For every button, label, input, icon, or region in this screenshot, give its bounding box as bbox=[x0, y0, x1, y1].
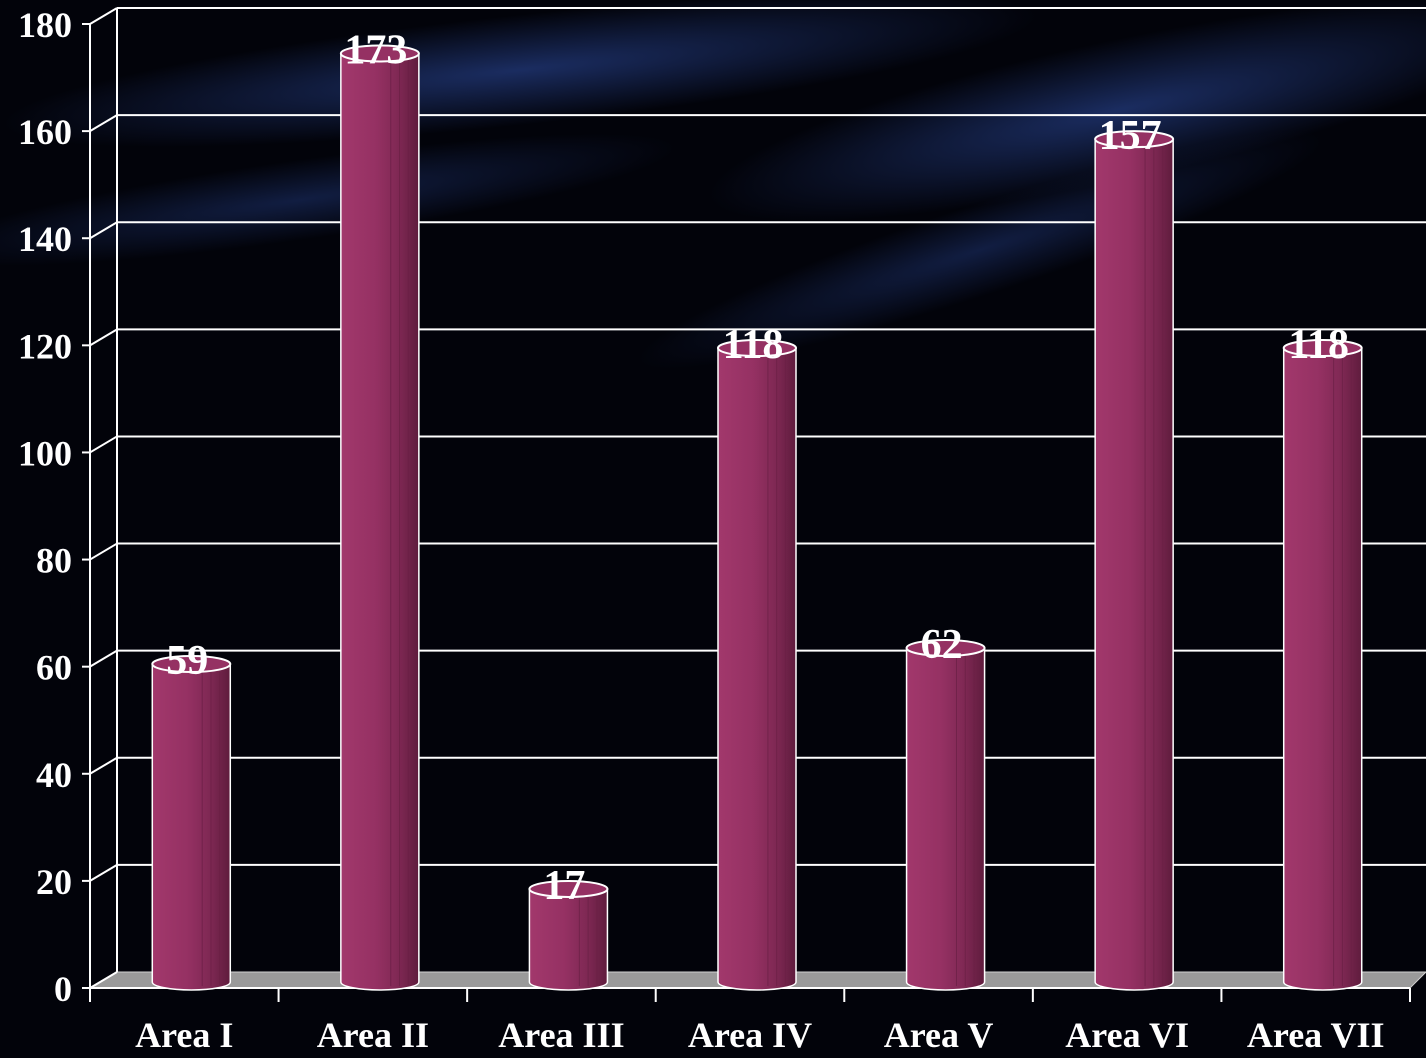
bar-top-cap bbox=[1094, 130, 1175, 149]
side-wall-line bbox=[89, 756, 118, 775]
bar-top-cap bbox=[151, 655, 232, 674]
data-label: 118 bbox=[723, 322, 784, 368]
y-tick-label: 100 bbox=[18, 433, 72, 473]
bar-body bbox=[340, 52, 420, 991]
side-wall-line bbox=[89, 542, 118, 561]
x-tick-label: Area VII bbox=[1247, 1015, 1385, 1053]
bar-top-cap bbox=[717, 339, 797, 358]
data-labels: 59 173 17 118 62 157 118 bbox=[166, 27, 1349, 908]
x-tick-label: Area III bbox=[498, 1015, 624, 1053]
side-wall-line bbox=[89, 864, 118, 882]
axes: 0 20 40 60 80 100 120 140 160 180 Area I Area II Are… bbox=[18, 5, 1426, 1055]
bar-body bbox=[905, 647, 986, 991]
side-wall-line bbox=[89, 7, 118, 25]
bar-body bbox=[717, 347, 797, 991]
data-label: 157 bbox=[1099, 113, 1162, 159]
bar bbox=[528, 879, 609, 991]
side-wall-line bbox=[89, 114, 118, 132]
data-label: 173 bbox=[344, 27, 407, 73]
y-tick-label: 20 bbox=[36, 862, 72, 902]
y-tick-label: 180 bbox=[18, 5, 72, 45]
bar-top-cap bbox=[528, 879, 609, 898]
data-label: 118 bbox=[1288, 322, 1349, 368]
bar-top-cap bbox=[905, 638, 986, 657]
y-tick-label: 80 bbox=[36, 541, 72, 581]
bar bbox=[905, 638, 986, 991]
bars bbox=[151, 44, 1363, 991]
bar-body bbox=[1282, 347, 1363, 991]
y-tick-label: 60 bbox=[36, 648, 72, 688]
x-tick-label: Area I bbox=[135, 1015, 233, 1053]
bar bbox=[339, 44, 420, 991]
bar bbox=[1282, 339, 1363, 991]
data-label: 59 bbox=[166, 638, 208, 684]
bar bbox=[717, 339, 797, 991]
bar-body bbox=[1094, 138, 1174, 991]
bar bbox=[1094, 130, 1175, 991]
y-tick-label: 140 bbox=[18, 219, 72, 259]
bar-body bbox=[151, 663, 232, 991]
side-wall-line bbox=[89, 435, 118, 454]
side-wall-line bbox=[89, 971, 118, 989]
x-tick-label: Area II bbox=[317, 1015, 429, 1053]
bar bbox=[151, 655, 232, 991]
y-tick-label: 0 bbox=[54, 969, 72, 1009]
y-tick-label: 40 bbox=[36, 755, 72, 795]
data-label: 62 bbox=[921, 622, 963, 668]
y-tick-label: 160 bbox=[18, 112, 72, 152]
side-wall-line bbox=[89, 221, 118, 240]
side-wall-line bbox=[89, 649, 118, 668]
bar-top-cap bbox=[1282, 339, 1363, 358]
bar-top-cap bbox=[339, 44, 420, 63]
x-tick-label: Area V bbox=[884, 1015, 994, 1053]
side-wall-line bbox=[89, 328, 118, 347]
x-tick-label: Area IV bbox=[688, 1015, 812, 1053]
x-tick-label: Area VI bbox=[1065, 1015, 1189, 1053]
y-tick-label: 120 bbox=[18, 326, 72, 366]
data-label: 17 bbox=[543, 863, 585, 909]
